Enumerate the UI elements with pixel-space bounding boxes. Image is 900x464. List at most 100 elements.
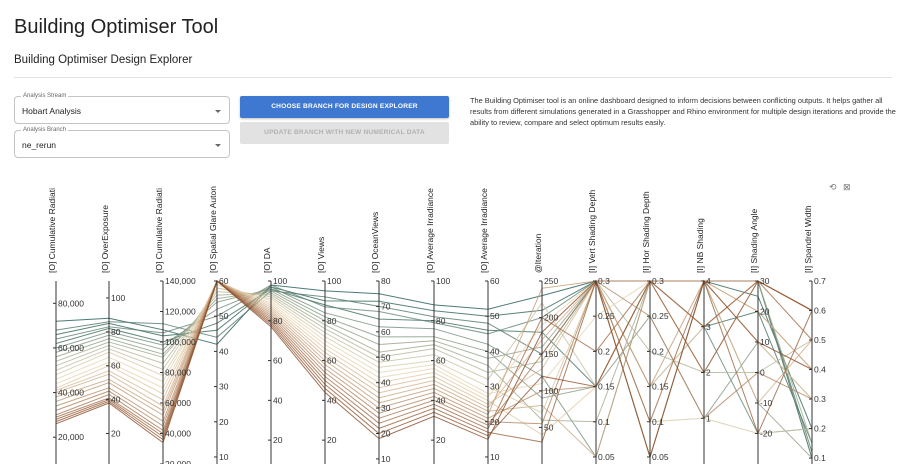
axis-tick-label: 120,000 (165, 307, 196, 317)
axis-tick-label: 80 (327, 316, 337, 326)
axis-tick-label: 80 (436, 316, 446, 326)
axis[interactable]: 4 3 2 1 [I] NB Shading (695, 218, 711, 464)
axis-tick-label: 40,000 (58, 388, 84, 398)
axis-tick-label: 0.2 (598, 346, 610, 356)
axis-title[interactable]: [I] Hor Shading Depth (641, 191, 651, 273)
axis[interactable]: 0.7 0.6 0.5 0.4 0.3 0.2 0.1 [I] Spandrel Width (803, 205, 826, 464)
axis-tick-label: 0.1 (814, 453, 826, 463)
axis[interactable]: 100 80 60 40 20 [O] OverExposure (100, 205, 125, 464)
axis[interactable]: 100 80 60 40 20 [O] Views (316, 237, 341, 464)
axis-tick-label: 0.25 (652, 311, 669, 321)
axis-tick-label: 0.2 (652, 346, 664, 356)
axis-title[interactable]: [O] Views (316, 237, 326, 273)
update-branch-button[interactable]: UPDATE BRANCH WITH NEW NUMERICAL DATA (240, 122, 449, 144)
axis-tick-label: 100 (111, 293, 125, 303)
axis-title[interactable]: [O] OceanViews (370, 212, 380, 273)
series-lines-group (55, 279, 813, 459)
analysis-branch-select[interactable]: Analysis Branch ne_rerun (14, 126, 230, 158)
axis[interactable]: 80 70 60 50 40 30 20 10 [O] OceanViews (370, 212, 391, 464)
axis[interactable]: 80,000 60,000 40,000 20,000 [O] Cumulative R… (47, 188, 84, 464)
axis-tick-label: 0.5 (814, 335, 826, 345)
axis-tick-label: 0.6 (814, 306, 826, 316)
axis-title[interactable]: @Iteration (533, 233, 543, 273)
axis-tick-label: 4 (706, 276, 711, 286)
axis[interactable]: 100 80 60 40 20 [O] Average Irradiance (425, 188, 450, 464)
axis-tick-label: 40 (111, 395, 121, 405)
analysis-branch-value: ne_rerun (22, 140, 57, 150)
axis-tick-label: 100 (327, 276, 341, 286)
axis-tick-label: 0.05 (652, 452, 669, 462)
axis-tick-label: 20 (381, 429, 391, 439)
export-icon[interactable]: ⊠ (843, 182, 851, 192)
axis-title[interactable]: [O] Cumulative Radiati (47, 188, 57, 273)
axis-tick-label: 0.1 (652, 417, 664, 427)
axis-title[interactable]: [O] Spatial Glare Auton (208, 186, 218, 273)
chevron-down-icon (215, 144, 221, 147)
axis-title[interactable]: [I] Vert Shading Depth (587, 190, 597, 273)
axis-tick-label: 0.4 (814, 365, 826, 375)
axis-tick-label: 0.05 (598, 452, 615, 462)
axis-tick-label: 40 (219, 346, 229, 356)
axis-tick-label: 80 (381, 276, 391, 286)
axis-tick-label: 1 (706, 413, 711, 423)
axis-tick-label: 40 (490, 346, 500, 356)
axis[interactable]: 60 50 40 30 20 10 [O] Spatial Glare Auton (208, 186, 229, 464)
axis-tick-label: 250 (544, 276, 558, 286)
axis-title[interactable]: [O] Average Irradiance (425, 188, 435, 273)
axis-tick-label: 0.3 (814, 394, 826, 404)
axis-tick-label: 20 (111, 429, 121, 439)
axis-tick-label: 0.7 (814, 276, 826, 286)
axis[interactable]: 0.3 0.25 0.2 0.15 0.1 0.05 [I] Hor Shading Dep… (641, 191, 669, 464)
analysis-stream-select[interactable]: Analysis Stream Hobart Analysis (14, 92, 230, 124)
analysis-branch-label: Analysis Branch (21, 126, 69, 134)
axis-tick-label: 50 (219, 311, 229, 321)
axis-tick-label: 0.3 (598, 276, 610, 286)
axis-tick-label: 70 (381, 301, 391, 311)
axis-tick-label: 20 (219, 417, 229, 427)
axis-tick-label: 20 (760, 307, 770, 317)
axis[interactable]: 0.3 0.25 0.2 0.15 0.1 0.05 [I] Vert Shading De… (587, 190, 615, 464)
axis-tick-label: 60,000 (165, 398, 191, 408)
axis-tick-label: 0.15 (598, 382, 615, 392)
axis[interactable]: 60 50 40 30 20 10 [O] Average Irradiance (479, 188, 500, 464)
axis-tick-label: 100 (544, 386, 558, 396)
axis-tick-label: 80,000 (58, 298, 84, 308)
choose-branch-button[interactable]: CHOOSE BRANCH FOR DESIGN EXPLORER (240, 96, 449, 118)
axis-tick-label: 20 (436, 435, 446, 445)
axis-tick-label: 0.1 (598, 417, 610, 427)
axis[interactable]: 100 80 60 40 20 [O] DA (262, 247, 287, 464)
axis-title[interactable]: [O] DA (262, 247, 272, 273)
axis-title[interactable]: [I] Spandrel Width (803, 205, 813, 273)
axis-tick-label: 80,000 (165, 368, 191, 378)
axis-tick-label: 50 (544, 422, 554, 432)
axis-tick-label: 50 (490, 311, 500, 321)
axis-tick-label: 60 (327, 356, 337, 366)
axis-title[interactable]: [I] Shading Angle (749, 208, 759, 273)
axis-tick-label: -10 (760, 398, 773, 408)
axis-tick-label: 60 (273, 356, 283, 366)
reset-icon[interactable]: ⟲ (829, 182, 837, 192)
page-subtitle: Building Optimiser Design Explorer (14, 54, 193, 66)
axis-tick-label: 30 (490, 382, 500, 392)
analysis-stream-label: Analysis Stream (21, 92, 69, 100)
axis-tick-label: 0 (760, 368, 765, 378)
axis-tick-label: 30 (381, 403, 391, 413)
axis-title[interactable]: [O] OverExposure (100, 205, 110, 273)
axis-tick-label: 60 (219, 276, 229, 286)
axis-tick-label: 150 (544, 349, 558, 359)
axis-title[interactable]: [O] Cumulative Radiati (154, 188, 164, 273)
axis-title[interactable]: [O] Average Irradiance (479, 188, 489, 273)
axis[interactable]: 250 200 150 100 50 @Iteration (533, 233, 558, 464)
app-title: Building Optimiser Tool (14, 16, 219, 38)
axis-tick-label: 100 (273, 276, 287, 286)
axis-tick-label: 50 (381, 352, 391, 362)
axis-tick-label: 40 (327, 395, 337, 405)
axis[interactable]: 30 20 10 0 -10 -20 [I] Shading Angle (749, 208, 773, 464)
axis[interactable]: 140,000 120,000 100,000 80,000 60,000 40,000 2… (154, 188, 196, 464)
axis-tick-label: 0.15 (652, 382, 669, 392)
axis-title[interactable]: [I] NB Shading (695, 218, 705, 273)
header-divider (14, 77, 892, 78)
axis-tick-label: 40,000 (165, 429, 191, 439)
axis-tick-label: 20 (273, 435, 283, 445)
